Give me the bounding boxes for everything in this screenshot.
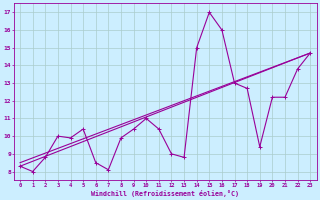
X-axis label: Windchill (Refroidissement éolien,°C): Windchill (Refroidissement éolien,°C)	[91, 190, 239, 197]
